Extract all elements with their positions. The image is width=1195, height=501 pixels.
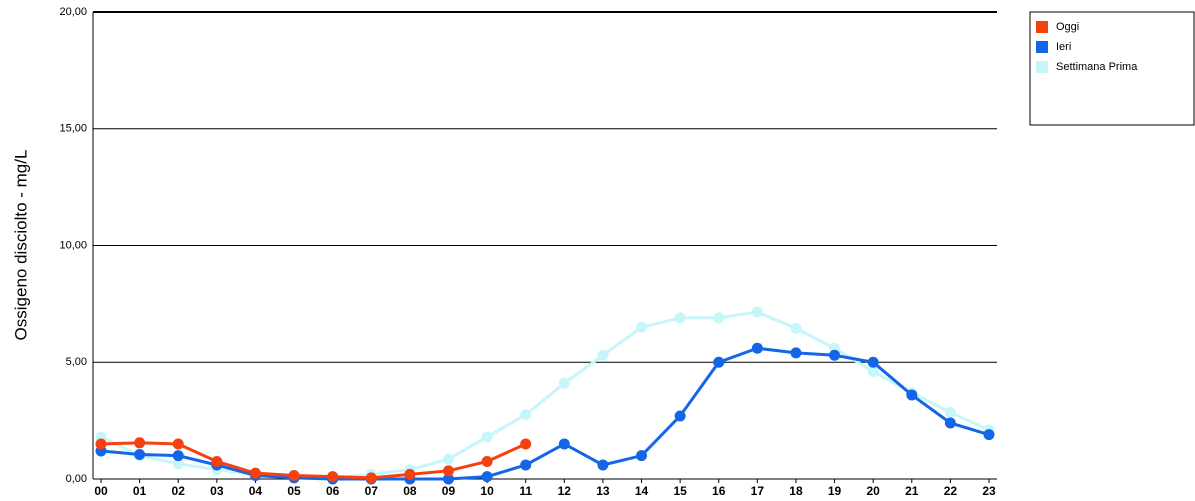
data-point (172, 458, 184, 470)
data-point (558, 377, 570, 389)
x-tick-label: 08 (403, 484, 417, 498)
x-tick-label: 23 (982, 484, 996, 498)
data-point (751, 306, 763, 318)
data-point (172, 438, 184, 450)
x-tick-label: 14 (635, 484, 649, 498)
data-point (751, 342, 763, 354)
legend-swatch (1036, 61, 1048, 73)
data-point (365, 472, 377, 484)
x-tick-label: 01 (133, 484, 147, 498)
x-tick-label: 03 (210, 484, 224, 498)
data-point (790, 347, 802, 359)
data-point (520, 409, 532, 421)
data-point (172, 450, 184, 462)
data-point (520, 459, 532, 471)
data-point (636, 321, 648, 333)
x-tick-label: 05 (287, 484, 301, 498)
x-tick-label: 09 (442, 484, 456, 498)
x-tick-label: 11 (519, 484, 532, 498)
data-point (481, 455, 493, 467)
x-tick-label: 15 (673, 484, 687, 498)
data-point (906, 389, 918, 401)
legend-swatch (1036, 41, 1048, 53)
x-tick-label: 18 (789, 484, 803, 498)
legend-box (1029, 11, 1195, 126)
data-point (944, 417, 956, 429)
data-point (520, 438, 532, 450)
data-point (481, 471, 493, 483)
data-point (327, 471, 339, 483)
x-tick-label: 21 (905, 484, 919, 498)
y-tick-label: 5,00 (66, 356, 87, 368)
y-tick-label: 10,00 (59, 239, 87, 251)
x-tick-label: 00 (94, 484, 108, 498)
x-tick-label: 22 (944, 484, 958, 498)
data-point (597, 459, 609, 471)
y-tick-label: 20,00 (59, 6, 87, 18)
data-point (790, 322, 802, 334)
data-point (288, 469, 300, 481)
x-tick-label: 19 (828, 484, 842, 498)
data-point (134, 448, 146, 460)
data-point (249, 467, 261, 479)
data-point (442, 453, 454, 465)
data-point (713, 312, 725, 324)
series-line (100, 441, 527, 480)
data-point (442, 473, 454, 485)
x-tick-label: 06 (326, 484, 340, 498)
data-point (134, 437, 146, 449)
legend-swatch (1036, 21, 1048, 33)
data-point (211, 455, 223, 467)
x-tick-label: 07 (365, 484, 379, 498)
data-point (867, 356, 879, 368)
data-point (944, 406, 956, 418)
x-tick-label: 13 (596, 484, 610, 498)
data-point (558, 438, 570, 450)
x-tick-label: 16 (712, 484, 726, 498)
y-tick-label: 0,00 (66, 473, 87, 485)
data-point (983, 429, 995, 441)
data-point (674, 312, 686, 324)
x-tick-label: 17 (751, 484, 765, 498)
x-tick-label: 04 (249, 484, 263, 498)
data-point (481, 431, 493, 443)
legend-label: Settimana Prima (1056, 61, 1138, 73)
y-axis-label: Ossigeno disciolto - mg/L (11, 150, 30, 341)
legend-label: Ieri (1056, 41, 1071, 53)
data-point (674, 410, 686, 422)
x-tick-label: 20 (866, 484, 880, 498)
data-point (636, 450, 648, 462)
data-point (442, 465, 454, 477)
data-point (95, 438, 107, 450)
x-tick-label: 10 (480, 484, 494, 498)
x-tick-label: 12 (558, 484, 572, 498)
data-point (713, 356, 725, 368)
data-point (404, 468, 416, 480)
data-point (597, 349, 609, 361)
x-tick-label: 02 (172, 484, 186, 498)
data-point (829, 349, 841, 361)
data-point (867, 366, 879, 378)
y-tick-label: 15,00 (59, 123, 87, 135)
series-line (100, 346, 990, 481)
legend-label: Oggi (1056, 21, 1079, 33)
